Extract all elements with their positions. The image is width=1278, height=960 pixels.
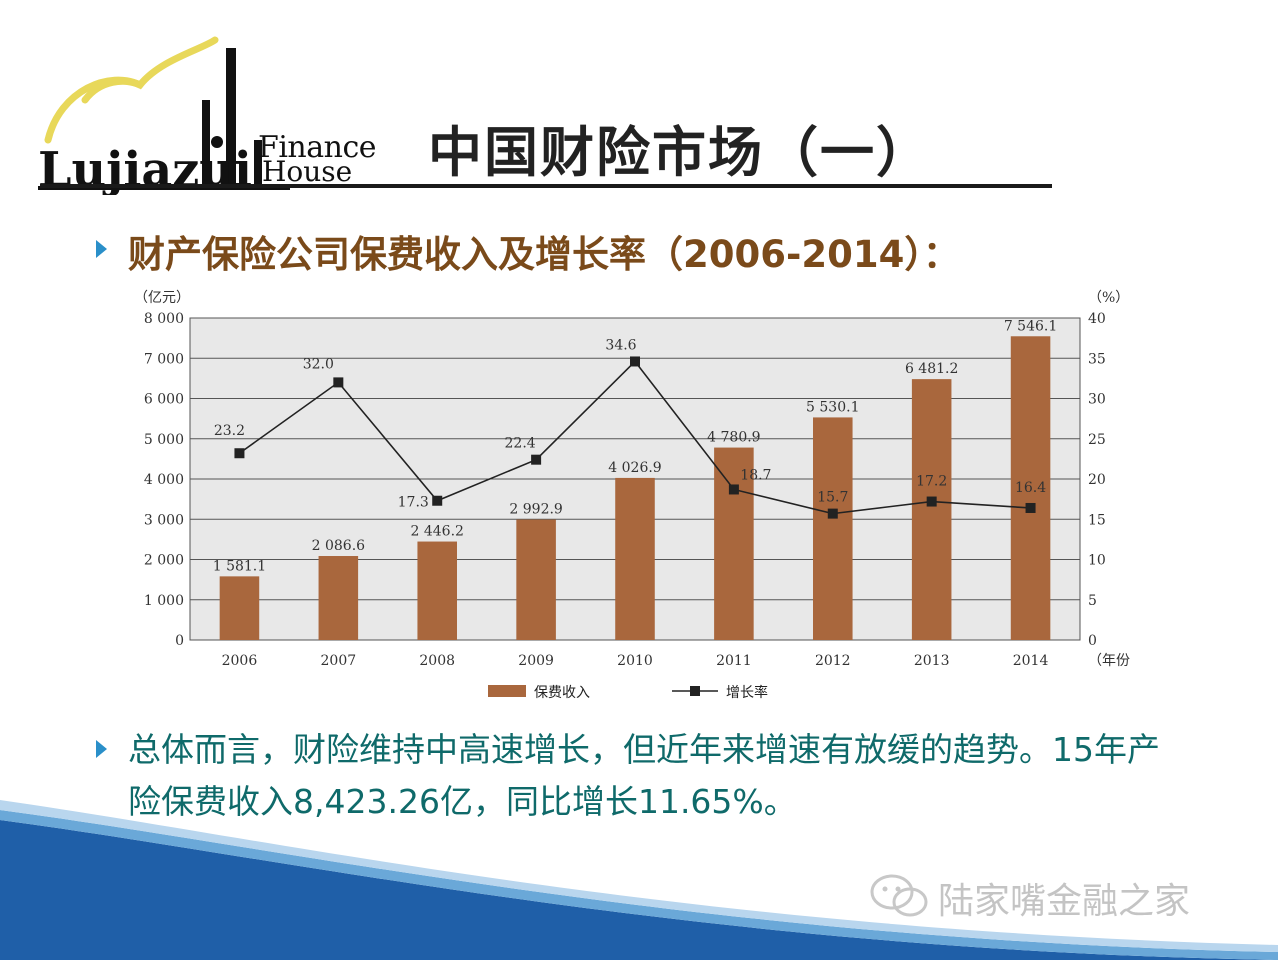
growth-value-label: 22.4	[505, 436, 536, 452]
y-tick-left: 3 000	[144, 512, 184, 528]
bar	[219, 576, 260, 640]
growth-point	[728, 484, 739, 495]
bar	[318, 556, 359, 640]
x-tick-label: 2006	[222, 653, 258, 669]
bar	[417, 541, 457, 640]
bar-value-label: 4 780.9	[707, 430, 760, 446]
growth-point	[432, 495, 443, 506]
growth-value-label: 32.0	[303, 356, 334, 372]
x-tick-label: 2007	[321, 653, 357, 669]
growth-value-label: 18.7	[740, 467, 771, 483]
bullet-arrow-icon	[96, 240, 107, 258]
y-tick-left: 1 000	[144, 593, 184, 609]
bar-value-label: 5 530.1	[806, 399, 859, 415]
premium-growth-chart: 0 1 000 2 000 3 000 4 000 5 000 6 000 7 000 8 00…	[134, 290, 1130, 701]
y-tick-right: 5	[1088, 593, 1097, 609]
legend-bar-swatch	[488, 685, 526, 697]
growth-point	[827, 508, 838, 519]
y-tick-left: 0	[175, 633, 184, 649]
bar	[714, 447, 754, 640]
x-tick-label: 2008	[419, 653, 455, 669]
logo-text-finance: Finance	[258, 130, 377, 165]
y-tick-right: 20	[1088, 472, 1106, 488]
y-tick-left: 7 000	[144, 351, 184, 367]
bar-value-label: 6 481.2	[905, 361, 958, 377]
y-tick-right: 40	[1088, 311, 1106, 327]
bar-value-label: 2 086.6	[312, 538, 366, 554]
summary-text: 总体而言，财险维持中高速增长，但近年来增速有放缓的趋势。15年产险保费收入8,4…	[128, 730, 1160, 821]
bar-value-label: 2 446.2	[411, 524, 464, 540]
y-tick-left: 8 000	[144, 311, 184, 327]
y-axis-label-right: （%）	[1088, 290, 1129, 306]
bar	[1010, 336, 1051, 640]
growth-value-label: 17.3	[398, 495, 429, 511]
y-axis-label-left: （亿元）	[134, 290, 190, 306]
growth-point	[234, 448, 245, 459]
x-tick-label: 2010	[617, 653, 653, 669]
bar-value-label: 7 546.1	[1004, 318, 1057, 334]
growth-value-label: 15.7	[817, 490, 848, 506]
bar-value-label: 2 992.9	[509, 502, 562, 518]
page-title: 中国财险市场（一）	[428, 121, 932, 184]
growth-point	[630, 356, 640, 367]
y-tick-right: 0	[1088, 633, 1097, 649]
bar	[516, 519, 556, 640]
watermark-text: 陆家嘴金融之家	[938, 881, 1191, 922]
x-axis-label: （年份）	[1088, 653, 1130, 669]
legend-line-marker	[690, 686, 700, 696]
y-tick-right: 30	[1088, 392, 1106, 408]
y-tick-right: 35	[1088, 351, 1106, 367]
bar-value-label: 4 026.9	[608, 460, 661, 476]
bullet-arrow-icon	[96, 740, 107, 758]
x-tick-label: 2012	[815, 653, 851, 669]
bar	[813, 417, 853, 640]
bar	[615, 477, 655, 640]
growth-value-label: 16.4	[1015, 480, 1046, 496]
wechat-icon	[870, 874, 928, 917]
x-tick-label: 2011	[716, 653, 752, 669]
title-divider	[40, 184, 1052, 188]
y-tick-left: 5 000	[144, 432, 184, 448]
y-tick-left: 4 000	[144, 472, 184, 488]
x-tick-label: 2014	[1013, 653, 1049, 669]
growth-value-label: 17.2	[916, 474, 947, 490]
logo-text-house: House	[262, 155, 353, 188]
y-tick-left: 2 000	[144, 553, 184, 569]
logo: Lujiazui	[30, 30, 390, 198]
y-tick-right: 10	[1088, 553, 1106, 569]
y-tick-left: 6 000	[144, 392, 184, 408]
growth-point	[1025, 502, 1036, 513]
growth-point	[926, 496, 937, 507]
growth-point	[333, 377, 344, 388]
chart-heading: 财产保险公司保费收入及增长率（2006-2014）：	[128, 233, 960, 276]
y-tick-right: 15	[1088, 512, 1106, 528]
growth-point	[531, 454, 542, 465]
bar-value-label: 1 581.1	[213, 558, 266, 574]
growth-value-label: 23.2	[214, 423, 245, 439]
legend-bar-label: 保费收入	[534, 685, 590, 701]
skyline-logo-icon: Lujiazui	[38, 36, 290, 198]
bar	[911, 379, 952, 640]
x-tick-label: 2009	[518, 653, 554, 669]
legend-line-label: 增长率	[726, 684, 768, 701]
growth-value-label: 34.6	[605, 337, 636, 353]
x-tick-label: 2013	[914, 653, 950, 669]
y-tick-right: 25	[1088, 432, 1106, 448]
decorative-swoosh	[0, 800, 1278, 960]
